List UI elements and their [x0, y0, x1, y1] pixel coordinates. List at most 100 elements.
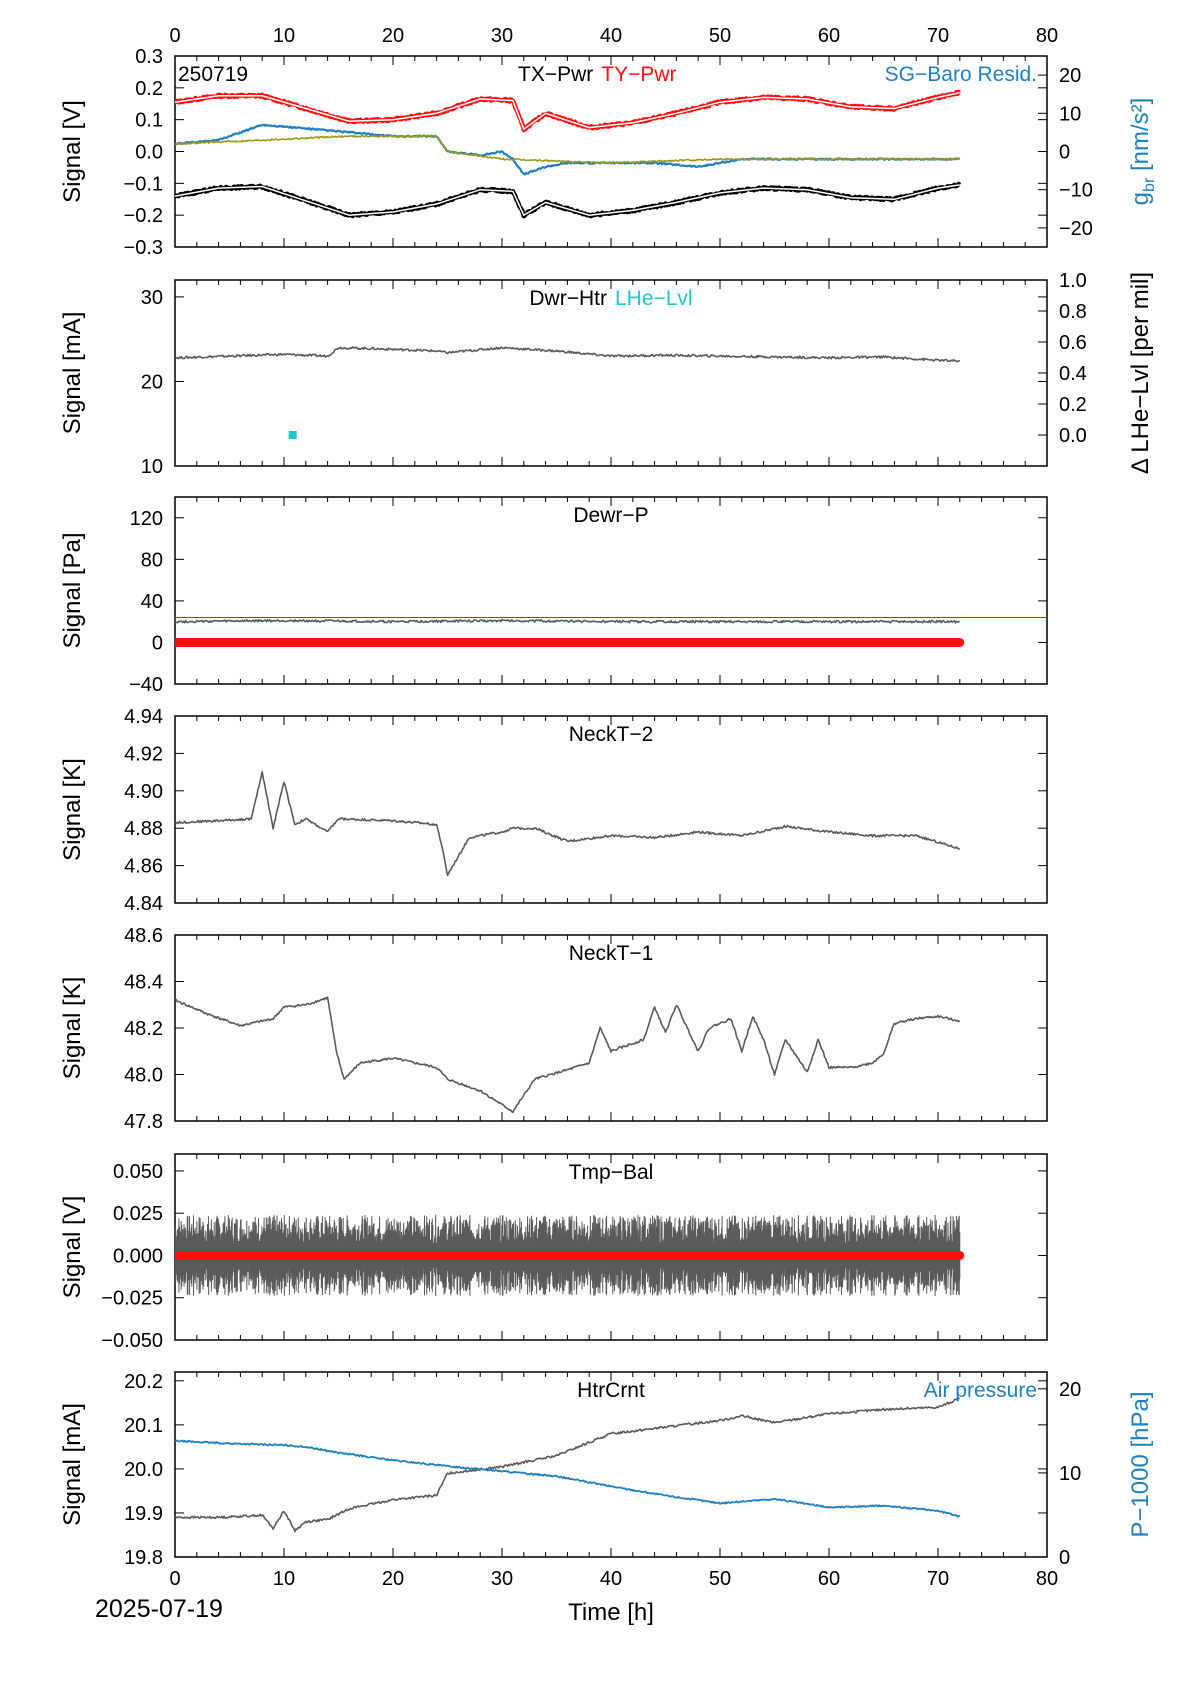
data-layer [175, 1397, 961, 1533]
y2-tick-label: 10 [1059, 1463, 1081, 1485]
series-sg-baro-resid--line [175, 123, 961, 176]
y-tick-label: 0.0 [135, 142, 163, 164]
y-tick-label: 0.1 [135, 110, 163, 132]
y-tick-label: 0.3 [135, 46, 163, 68]
panel-title-part: Dwr−Htr [529, 287, 607, 310]
y-tick-label: 20 [141, 371, 163, 393]
x-axis-label: Time [h] [568, 1599, 654, 1626]
y2-tick-label: 1.0 [1059, 270, 1087, 292]
y-tick-label: −40 [129, 674, 163, 696]
panel-right-title: Air pressure [924, 1379, 1037, 1402]
panel-title-part: LHe−Lvl [615, 287, 693, 310]
y2-tick-label: 20 [1059, 65, 1081, 87]
y-tick-label: 4.90 [124, 781, 163, 803]
x-tick-label: 40 [600, 1568, 622, 1590]
y-tick-label: 0.025 [113, 1203, 163, 1225]
panel-title-part: TY−Pwr [601, 63, 676, 86]
series-ty-pwr-line [175, 89, 961, 133]
x-tick-label-top: 30 [491, 25, 513, 47]
y2-tick-label: 20 [1059, 1379, 1081, 1401]
y-axis-label: Signal [V] [59, 100, 86, 203]
panel-title: HtrCrnt [577, 1379, 645, 1402]
y-tick-label: 19.9 [124, 1503, 163, 1525]
y2-axis-label-sub: br [1141, 177, 1158, 192]
series-neckt-2-line [175, 770, 960, 877]
footer-date: 2025-07-19 [95, 1595, 223, 1623]
x-tick-label: 30 [491, 1568, 513, 1590]
panel-tag: 250719 [178, 63, 248, 86]
data-layer [175, 89, 962, 219]
y-tick-label: 48.6 [124, 925, 163, 947]
y-tick-label: 120 [130, 508, 163, 530]
data-layer [175, 770, 960, 877]
y2-tick-label: 0 [1059, 1547, 1070, 1569]
y-tick-label: 0.2 [135, 78, 163, 100]
y-tick-label: 0.000 [113, 1245, 163, 1267]
chart-panel-p4: 4.84 4.86 4.88 4.90 4.92 4.94 Signal [K] NeckT−… [59, 706, 1048, 915]
data-layer [175, 617, 1047, 647]
chart-panel-p5: 47.8 48.0 48.2 48.4 48.6 Signal [K] NeckT−1 [59, 925, 1048, 1133]
x-tick-label-top: 60 [818, 25, 840, 47]
panel-title: Dwr−Htr LHe−Lvl [529, 287, 692, 310]
series-olive-3-line [175, 134, 961, 165]
y-axis-label: Signal [mA] [59, 312, 86, 435]
y2-tick-label: −10 [1059, 180, 1093, 202]
panel-right-title: SG−Baro Resid. [885, 63, 1037, 86]
y2-axis-label: Δ LHe−Lvl [per mil] [1127, 272, 1154, 474]
y-tick-label: −0.2 [124, 205, 163, 227]
plot-frame [174, 279, 1048, 467]
y-tick-label: −0.1 [124, 173, 163, 195]
series-dwr-htr-line [175, 346, 961, 363]
x-tick-label-top: 40 [600, 25, 622, 47]
y2-tick-label: 0.4 [1059, 363, 1087, 385]
x-tick-label-top: 80 [1036, 25, 1058, 47]
panel-title: Tmp−Bal [569, 1161, 654, 1184]
panels: −0.3 −0.2 −0.1 0.0 0.1 0.2 0.3 −20 −10 0 10 20 Signa… [59, 25, 1158, 1626]
y2-axis-label-main: g [1127, 192, 1154, 205]
x-tick-label: 80 [1036, 1568, 1058, 1590]
x-tick-label-top: 20 [382, 25, 404, 47]
x-tick-label-top: 50 [709, 25, 731, 47]
y-tick-label: 40 [141, 591, 163, 613]
y-tick-label: 30 [141, 287, 163, 309]
chart-panel-p1: −0.3 −0.2 −0.1 0.0 0.1 0.2 0.3 −20 −10 0 10 20 Signa… [59, 25, 1158, 259]
series-ty-pwr-core [175, 91, 960, 131]
series-tx-pwr-line [175, 181, 962, 219]
x-tick-label-top: 10 [273, 25, 295, 47]
data-layer [175, 1214, 965, 1297]
y2-tick-label: 0 [1059, 142, 1070, 164]
chart-panel-p6: −0.050 −0.025 0.000 0.025 0.050 Signal [V] Tmp… [59, 1153, 1048, 1352]
x-tick-label: 70 [927, 1568, 949, 1590]
panel-title-part: Dewr−P [573, 504, 648, 527]
y2-tick-label: 0.6 [1059, 332, 1087, 354]
panel-title-part: Tmp−Bal [569, 1161, 654, 1184]
y-tick-label: 4.86 [124, 856, 163, 878]
panel-title-part: HtrCrnt [577, 1379, 645, 1402]
x-tick-label: 50 [709, 1568, 731, 1590]
y2-tick-label: −20 [1059, 218, 1093, 240]
series-lhe-lvl-point [288, 431, 297, 439]
panel-title-part: NeckT−2 [569, 723, 654, 746]
x-tick-label-top: 0 [169, 25, 180, 47]
series-air-pressure-line [175, 1439, 961, 1518]
y-axis-label: Signal [K] [59, 758, 86, 861]
series-neckt-1-line [175, 996, 961, 1114]
y-tick-label: 4.88 [124, 818, 163, 840]
y-axis-label: Signal [Pa] [59, 532, 86, 648]
chart-panel-p2: 10 20 30 0.0 0.2 0.4 0.6 0.8 1.0 Signal [mA] Δ LHe… [59, 270, 1154, 478]
y-tick-label: 4.94 [124, 706, 163, 728]
y-tick-label: 80 [141, 549, 163, 571]
chart-panel-p3: −40 0 40 80 120 Signal [Pa] Dewr−P [59, 496, 1048, 696]
y-tick-label: 4.84 [124, 893, 163, 915]
y-tick-label: 48.4 [124, 972, 163, 994]
panel-title: NeckT−1 [569, 942, 654, 965]
panel-title-part: NeckT−1 [569, 942, 654, 965]
y-tick-label: 20.2 [124, 1371, 163, 1393]
y2-tick-label: 0.0 [1059, 425, 1087, 447]
y-tick-label: 4.92 [124, 743, 163, 765]
panel-title: Dewr−P [573, 504, 648, 527]
y-tick-label: −0.3 [124, 237, 163, 259]
y-tick-label: −0.050 [101, 1330, 163, 1352]
y-tick-label: 48.0 [124, 1065, 163, 1087]
